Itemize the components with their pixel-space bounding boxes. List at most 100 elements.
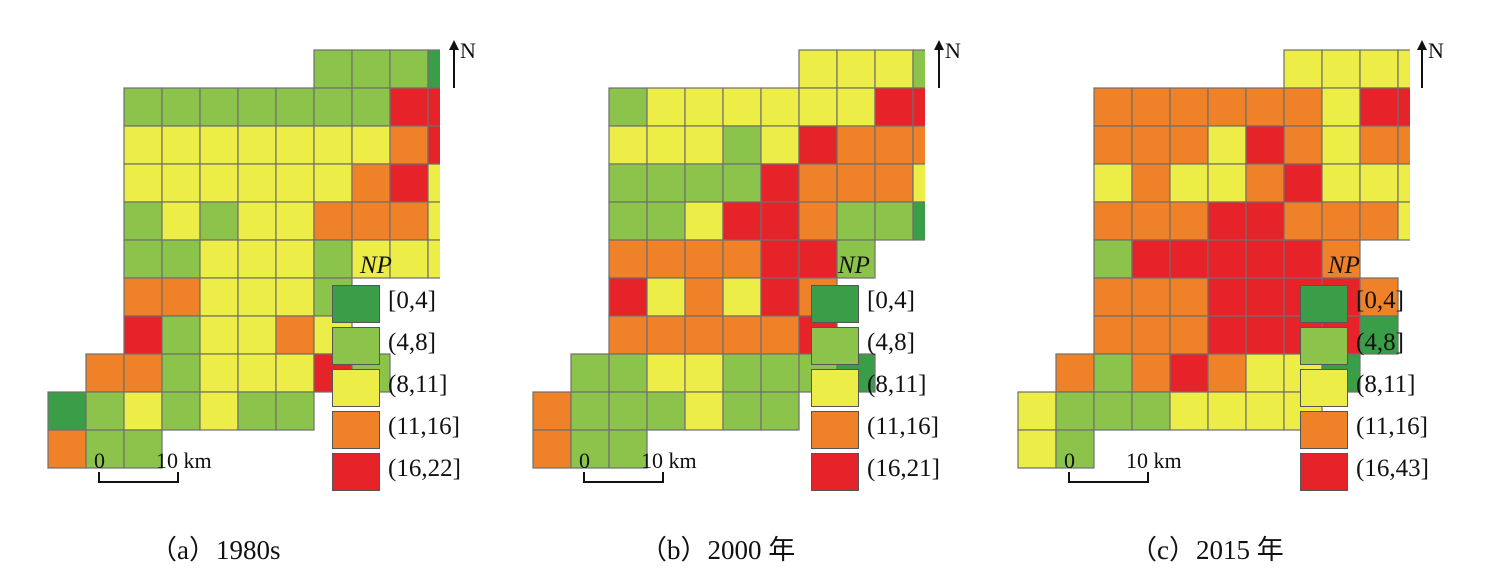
grid-cell	[351, 49, 391, 89]
north-label: N	[945, 38, 961, 63]
grid-cell	[798, 239, 838, 279]
legend-swatch	[811, 453, 859, 491]
grid-cell	[1169, 353, 1209, 393]
grid-cell	[1131, 87, 1171, 127]
grid-cell	[722, 315, 762, 355]
grid-cell	[1207, 125, 1247, 165]
grid-cell	[836, 87, 876, 127]
grid-cell	[1245, 201, 1285, 241]
grid-cell	[722, 201, 762, 241]
grid-cell	[1359, 87, 1399, 127]
grid-cell	[1093, 391, 1133, 431]
grid-cell	[798, 201, 838, 241]
grid-cell	[608, 277, 648, 317]
grid-cell	[237, 315, 277, 355]
grid-cell	[275, 391, 315, 431]
north-label: N	[1428, 38, 1444, 63]
scale-length-label: 10 km	[641, 448, 697, 473]
grid-cell	[874, 201, 914, 241]
grid-cell	[199, 391, 239, 431]
grid-cell	[161, 163, 201, 203]
grid-cell	[1207, 163, 1247, 203]
grid-cell	[313, 49, 353, 89]
grid-cell	[798, 87, 838, 127]
grid-cell	[1321, 125, 1361, 165]
grid-cell	[351, 239, 391, 279]
grid-cell	[1169, 277, 1209, 317]
grid-cell	[684, 391, 724, 431]
grid-cell	[313, 125, 353, 165]
grid-cell	[161, 125, 201, 165]
grid-cell	[684, 163, 724, 203]
grid-cell	[684, 239, 724, 279]
grid-cell	[722, 391, 762, 431]
grid-cell	[1359, 125, 1399, 165]
grid-cell	[608, 125, 648, 165]
grid-cell	[1093, 239, 1133, 279]
grid-cell	[1397, 163, 1410, 203]
grid-cell	[608, 391, 648, 431]
grid-cell	[389, 125, 429, 165]
grid-cell	[912, 163, 925, 203]
grid-cell	[313, 87, 353, 127]
grid-cell	[646, 163, 686, 203]
grid-cell	[1093, 163, 1133, 203]
grid-cell	[199, 353, 239, 393]
grid-cell	[1017, 429, 1057, 469]
grid-cell	[646, 277, 686, 317]
grid-cell	[313, 201, 353, 241]
legend-swatch	[332, 369, 380, 407]
grid-cell	[608, 163, 648, 203]
grid-cell	[85, 429, 125, 469]
grid-cell	[760, 277, 800, 317]
grid-cell	[237, 353, 277, 393]
grid-cell	[760, 163, 800, 203]
grid-cell	[1359, 49, 1399, 89]
grid-cell	[199, 239, 239, 279]
grid-cell	[1169, 391, 1209, 431]
grid-cell	[912, 49, 925, 89]
grid-cell	[1321, 49, 1361, 89]
legend-label: (16,22]	[388, 455, 461, 482]
grid-cell	[760, 315, 800, 355]
grid-cell	[836, 49, 876, 89]
grid-cell	[1283, 49, 1323, 89]
grid-cell	[1169, 125, 1209, 165]
grid-cell	[1093, 353, 1133, 393]
legend-label: (16,43]	[1356, 455, 1429, 482]
grid-cell	[123, 239, 163, 279]
grid-cell	[427, 239, 440, 279]
grid-cell	[1093, 125, 1133, 165]
grid-cell	[684, 315, 724, 355]
grid-cell	[570, 353, 610, 393]
grid-cell	[351, 87, 391, 127]
grid-cell	[1283, 163, 1323, 203]
grid-cell	[199, 277, 239, 317]
legend-label: (8,11]	[1356, 371, 1416, 398]
grid-cell	[123, 277, 163, 317]
grid-cell	[646, 391, 686, 431]
scale-length-label: 10 km	[156, 448, 212, 473]
legend-swatch	[332, 285, 380, 323]
grid-cell	[389, 87, 429, 127]
grid-cell	[836, 201, 876, 241]
grid-cell	[161, 391, 201, 431]
grid-cell	[389, 239, 429, 279]
legend-swatch	[811, 411, 859, 449]
map-panel-2015: N NP [0,4] (4,8] (8,11] (11,16] (16,43] …	[990, 0, 1480, 520]
grid-cell	[123, 163, 163, 203]
grid-cell	[161, 353, 201, 393]
legend-label: (4,8]	[1356, 329, 1404, 356]
grid-cell	[1245, 239, 1285, 279]
grid-cell	[1245, 391, 1285, 431]
legend-label: (8,11]	[867, 371, 927, 398]
legend-swatch	[1300, 411, 1348, 449]
grid-cell	[912, 201, 925, 241]
grid-cell	[1131, 277, 1171, 317]
grid-cell	[532, 391, 572, 431]
grid-cell	[85, 353, 125, 393]
grid-cell	[1055, 353, 1095, 393]
legend-swatch	[811, 327, 859, 365]
grid-cell	[1207, 87, 1247, 127]
grid-cell	[608, 429, 648, 469]
